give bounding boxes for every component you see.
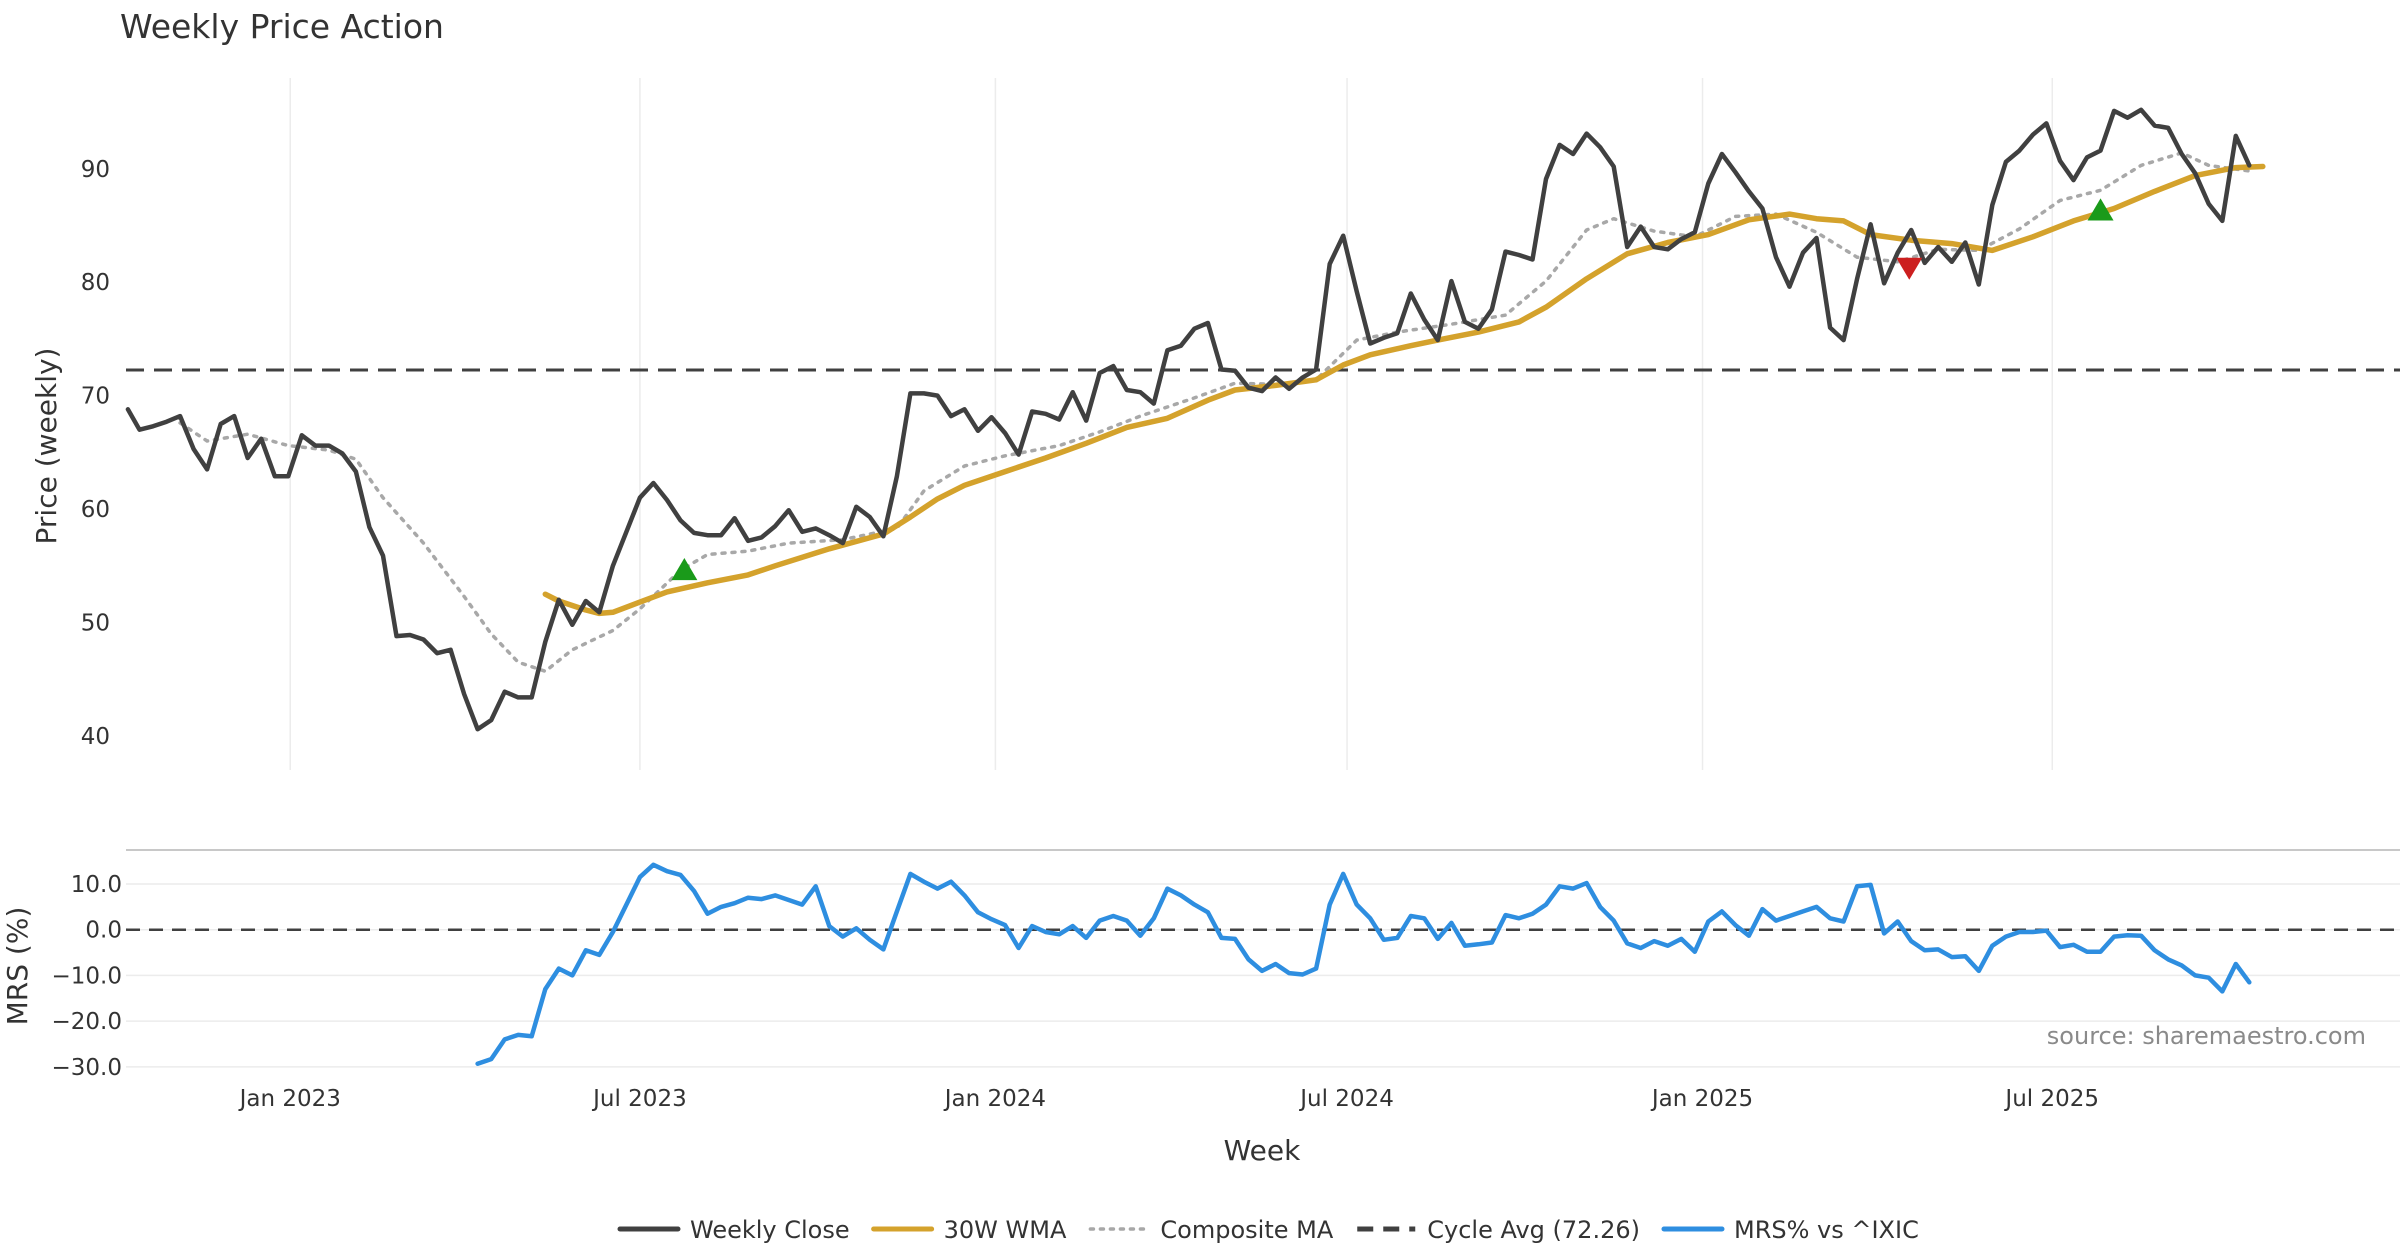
legend-label: MRS% vs ^IXIC — [1734, 1216, 1919, 1244]
mrs-y-tick-labels: 10.0 0.0 −10.0 −20.0 −30.0 — [52, 872, 122, 1081]
mrs-line — [475, 862, 2252, 1066]
mrs-y-tick: 0.0 — [85, 918, 122, 944]
price-y-tick: 40 — [81, 724, 110, 750]
x-tick-label: Jan 2025 — [1650, 1086, 1753, 1112]
mrs-y-axis-label: MRS (%) — [1, 907, 34, 1026]
legend-label: 30W WMA — [944, 1216, 1067, 1244]
price-y-tick: 60 — [81, 497, 110, 523]
price-y-tick: 50 — [81, 611, 110, 637]
legend-label: Composite MA — [1160, 1216, 1333, 1244]
x-tick-label: Jan 2023 — [238, 1086, 341, 1112]
legend: Weekly Close 30W WMA Composite MA Cycle Avg… — [617, 1216, 1919, 1244]
mrs-y-tick: −30.0 — [52, 1055, 122, 1081]
x-tick-label: Jul 2025 — [2003, 1086, 2099, 1112]
wma-30w-line — [542, 163, 2266, 617]
signal-markers — [671, 198, 2114, 581]
legend-label: Cycle Avg (72.26) — [1427, 1216, 1640, 1244]
mrs-y-tick: −20.0 — [52, 1009, 122, 1035]
legend-label: Weekly Close — [690, 1216, 850, 1244]
buy-signal-marker — [2087, 198, 2114, 221]
price-y-tick: 80 — [81, 270, 110, 296]
mrs-y-tick: −10.0 — [52, 963, 122, 989]
sell-signal-marker — [1896, 257, 1923, 280]
price-y-tick: 90 — [81, 157, 110, 183]
price-panel-gridlines — [289, 78, 2053, 770]
mrs-y-tick: 10.0 — [71, 872, 122, 898]
price-y-axis-label: Price (weekly) — [30, 348, 63, 545]
composite-ma-line — [178, 151, 2252, 674]
source-note: source: sharemaestro.com — [2047, 1022, 2366, 1050]
x-axis-label: Week — [1224, 1134, 1301, 1167]
chart-title: Weekly Price Action — [120, 7, 444, 46]
x-tick-labels: Jan 2023 Jul 2023 Jan 2024 Jul 2024 Jan 2025… — [238, 1086, 2099, 1112]
weekly-close-line — [125, 107, 2252, 732]
buy-signal-marker — [671, 557, 698, 581]
x-tick-label: Jul 2023 — [591, 1086, 687, 1112]
price-y-tick-labels: 40 50 60 70 80 90 — [81, 157, 110, 750]
x-tick-label: Jan 2024 — [943, 1086, 1046, 1112]
price-y-tick: 70 — [81, 384, 110, 410]
x-tick-label: Jul 2024 — [1298, 1086, 1394, 1112]
